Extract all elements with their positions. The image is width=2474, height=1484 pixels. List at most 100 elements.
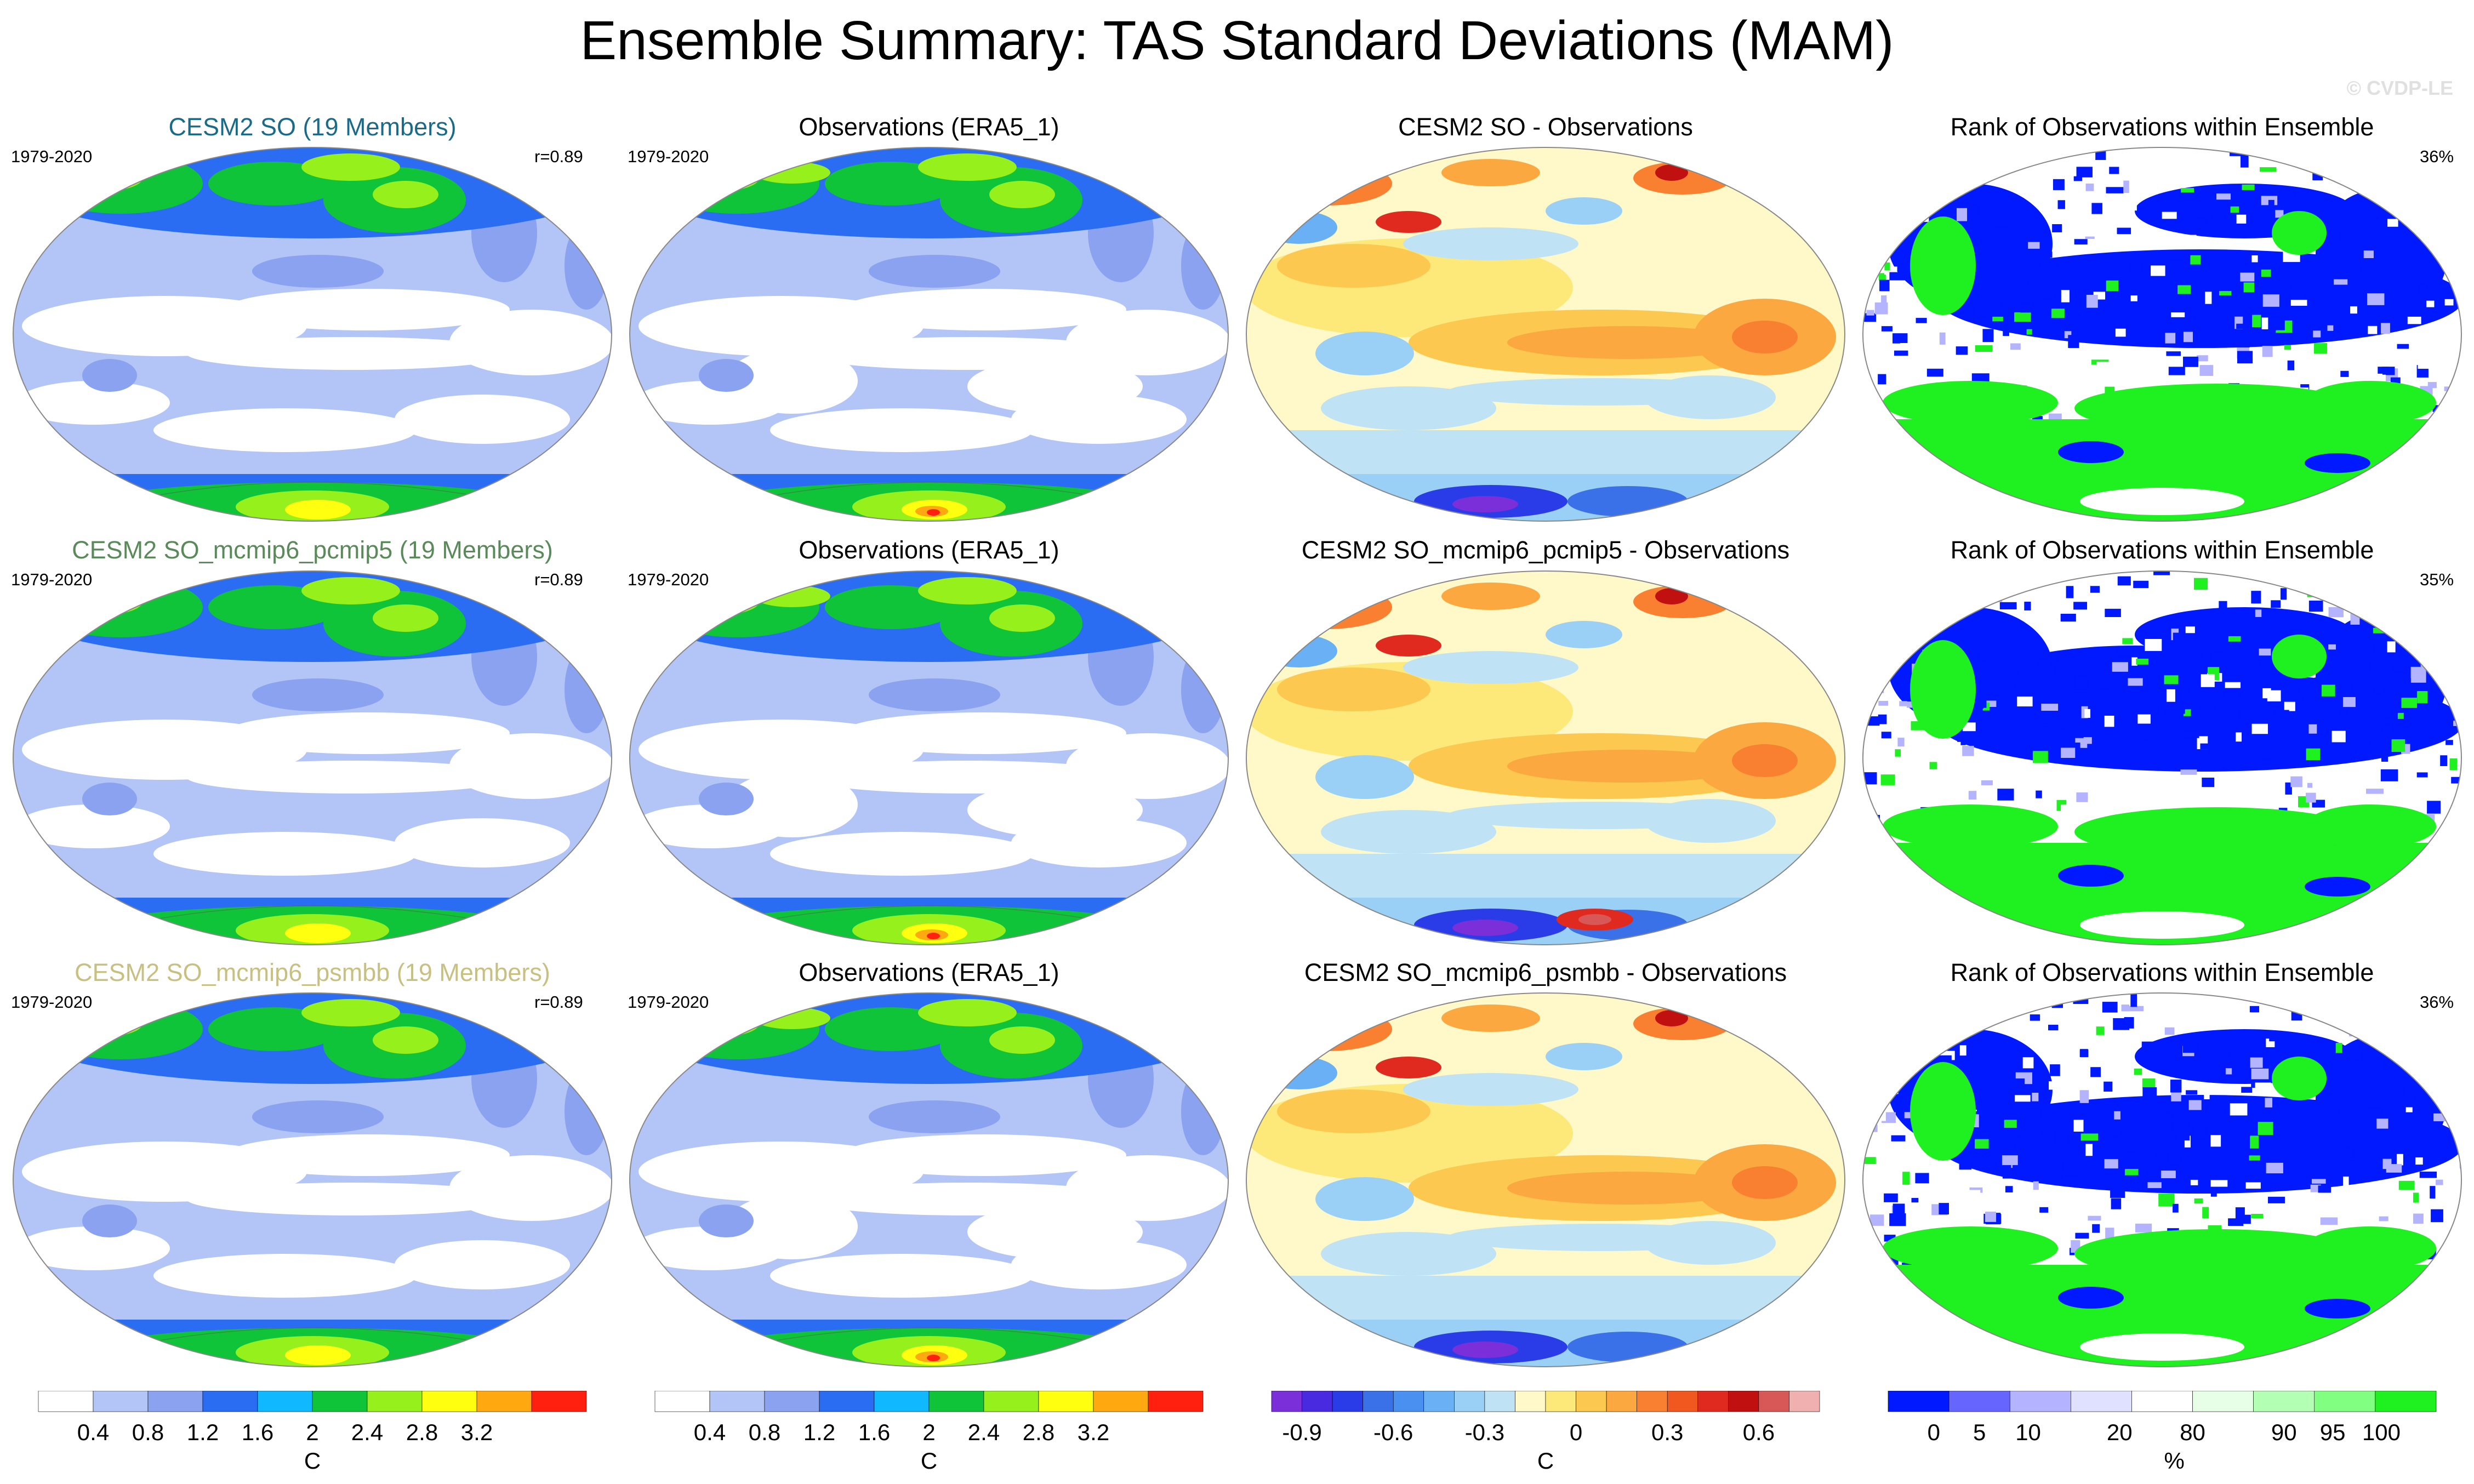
colorbar-swatch <box>1728 1391 1759 1412</box>
colorbar-tick-label: 95 <box>2320 1419 2346 1445</box>
colorbar-swatch <box>1302 1391 1333 1412</box>
colorbar-tick-label: 1.2 <box>803 1419 835 1445</box>
colorbar-swatch <box>654 1391 710 1412</box>
colorbar-swatch <box>1758 1391 1789 1412</box>
colorbar-tick-label: 0.8 <box>132 1419 164 1445</box>
obs-period-label: 1979-2020 <box>628 147 709 166</box>
colorbar-tick-label: 0.3 <box>1651 1419 1683 1445</box>
colorbar-swatch <box>1038 1391 1094 1412</box>
colorbar-tick-label: 80 <box>2180 1419 2205 1445</box>
colorbar-swatch <box>1454 1391 1485 1412</box>
period-label: 1979-2020 <box>11 570 93 589</box>
obs-panel-title: Observations (ERA5_1) <box>799 958 1059 986</box>
rank-percent-label: 35% <box>2420 570 2454 589</box>
std-map <box>13 570 612 945</box>
colorbar-tick-label: 1.6 <box>242 1419 273 1445</box>
colorbar-tick-label: 0 <box>1570 1419 1582 1445</box>
colorbar-swatch <box>2314 1391 2376 1412</box>
colorbar-swatch <box>874 1391 930 1412</box>
pattern-corr-label: r=0.89 <box>534 147 583 166</box>
diff-map <box>1246 147 1845 522</box>
colorbar-swatch <box>421 1391 477 1412</box>
std-map <box>13 147 612 522</box>
colorbar-tick-label: 2.4 <box>968 1419 1000 1445</box>
colorbar-swatch <box>928 1391 984 1412</box>
colorbar-swatch <box>476 1391 532 1412</box>
obs-map <box>629 570 1229 945</box>
colorbar-swatch <box>1789 1391 1820 1412</box>
rank-panel-title: Rank of Observations within Ensemble <box>1950 113 2374 141</box>
colorbar-tick-label: 100 <box>2362 1419 2401 1445</box>
colorbar-swatch <box>202 1391 258 1412</box>
obs-map <box>629 992 1229 1367</box>
colorbar-swatch <box>531 1391 587 1412</box>
period-label: 1979-2020 <box>11 992 93 1012</box>
colorbar-tick-label: 2 <box>306 1419 318 1445</box>
colorbar-swatch <box>1332 1391 1363 1412</box>
colorbar-unit-label: C <box>921 1448 937 1473</box>
colorbar-swatch <box>1393 1391 1424 1412</box>
colorbar-swatch <box>709 1391 765 1412</box>
obs-map <box>629 147 1229 522</box>
colorbar-swatch <box>1148 1391 1204 1412</box>
colorbar-swatch <box>147 1391 203 1412</box>
figure-title: Ensemble Summary: TAS Standard Deviation… <box>580 10 1894 71</box>
model-mean-title: CESM2 SO (19 Members) <box>168 113 457 141</box>
colorbar-swatch <box>1697 1391 1729 1412</box>
colorbar-tick-label: 2.8 <box>406 1419 438 1445</box>
colorbar-swatch <box>2192 1391 2254 1412</box>
rank-percent-label: 36% <box>2420 147 2454 166</box>
colorbar-swatch <box>1093 1391 1149 1412</box>
colorbar-tick-label: 2 <box>922 1419 935 1445</box>
colorbar-swatch <box>2131 1391 2193 1412</box>
colorbar-swatch <box>1606 1391 1637 1412</box>
diff-panel-title: CESM2 SO_mcmip6_psmbb - Observations <box>1304 958 1787 986</box>
colorbar-unit-label: C <box>304 1448 321 1473</box>
colorbar-tick-label: 2.8 <box>1023 1419 1054 1445</box>
colorbar-swatch <box>2009 1391 2071 1412</box>
std-map <box>13 992 612 1367</box>
colorbar-tick-label: 0.8 <box>749 1419 780 1445</box>
colorbar-tick-label: 0 <box>1928 1419 1940 1445</box>
colorbar-tick-label: -0.9 <box>1282 1419 1321 1445</box>
colorbar-swatch <box>257 1391 313 1412</box>
colorbar-swatch <box>312 1391 368 1412</box>
colorbar-swatch <box>1515 1391 1546 1412</box>
diff-map <box>1246 992 1845 1367</box>
model-mean-title: CESM2 SO_mcmip6_pcmip5 (19 Members) <box>72 536 553 564</box>
colorbar-tick-label: -0.6 <box>1373 1419 1413 1445</box>
colorbar-tick-label: 5 <box>1973 1419 1986 1445</box>
rank-map <box>1862 147 2462 522</box>
diff-colorbar: -0.9-0.6-0.300.30.60.9C <box>1271 1391 1820 1473</box>
model-mean-title: CESM2 SO_mcmip6_psmbb (19 Members) <box>75 958 550 986</box>
colorbar-swatch <box>93 1391 149 1412</box>
colorbar-tick-label: 0.4 <box>694 1419 726 1445</box>
colorbar-tick-label: 1.2 <box>187 1419 219 1445</box>
colorbar-swatch <box>1423 1391 1455 1412</box>
rank-colorbar: 0 5 10 20 80 90 95 100% <box>1888 1391 2437 1473</box>
rank-panel-title: Rank of Observations within Ensemble <box>1950 958 2374 986</box>
colorbar-swatch <box>1888 1391 1949 1412</box>
cvdp-watermark: © CVDP-LE <box>2346 77 2453 99</box>
rank-map <box>1862 992 2462 1367</box>
colorbar-swatch <box>367 1391 423 1412</box>
colorbar-swatch <box>1545 1391 1576 1412</box>
colorbar-tick-label: 90 <box>2271 1419 2297 1445</box>
colorbar-swatch <box>38 1391 94 1412</box>
colorbar-tick-label: 3.2 <box>461 1419 493 1445</box>
colorbar-unit-label: C <box>1537 1448 1554 1473</box>
diff-panel-title: CESM2 SO - Observations <box>1398 113 1693 141</box>
colorbar-tick-label: 1.6 <box>858 1419 890 1445</box>
colorbar-swatch <box>2071 1391 2132 1412</box>
obs-panel-title: Observations (ERA5_1) <box>799 113 1059 141</box>
std-colorbar-obs: 0.4 0.8 1.2 1.6 2 2.4 2.8 3.2 C <box>654 1391 1204 1473</box>
colorbar-swatch <box>819 1391 875 1412</box>
colorbar-tick-label: 10 <box>2015 1419 2041 1445</box>
colorbar-unit-label: % <box>2164 1448 2185 1473</box>
pattern-corr-label: r=0.89 <box>534 992 583 1012</box>
colorbar-tick-label: 3.2 <box>1078 1419 1109 1445</box>
std-colorbar: 0.4 0.8 1.2 1.6 2 2.4 2.8 3.2 C <box>38 1391 587 1473</box>
colorbar-swatch <box>764 1391 820 1412</box>
colorbar-tick-label: 20 <box>2107 1419 2133 1445</box>
colorbar-tick-label: 0.6 <box>1743 1419 1775 1445</box>
